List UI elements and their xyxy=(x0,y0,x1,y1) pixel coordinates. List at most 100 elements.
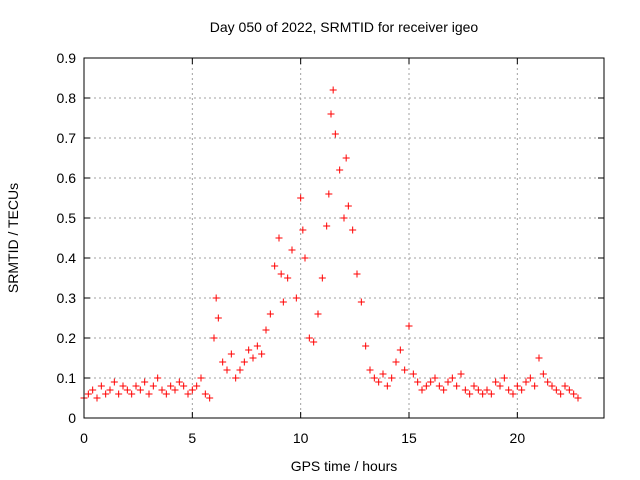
data-point xyxy=(258,350,266,358)
data-point xyxy=(518,386,526,394)
data-point xyxy=(210,334,218,342)
data-points xyxy=(80,86,582,402)
data-point xyxy=(128,390,136,398)
data-point xyxy=(154,374,162,382)
data-point xyxy=(323,222,331,230)
data-point xyxy=(305,334,313,342)
data-point xyxy=(193,382,201,390)
data-point xyxy=(474,386,482,394)
data-point xyxy=(466,390,474,398)
data-point xyxy=(383,382,391,390)
data-point xyxy=(470,382,478,390)
data-point xyxy=(149,382,157,390)
data-point xyxy=(184,390,192,398)
data-point xyxy=(110,378,118,386)
data-point xyxy=(405,322,413,330)
data-point xyxy=(431,374,439,382)
x-tick-label: 20 xyxy=(510,430,526,446)
data-point xyxy=(500,374,508,382)
data-point xyxy=(227,350,235,358)
data-point xyxy=(97,382,105,390)
data-point xyxy=(232,374,240,382)
x-tick-label: 0 xyxy=(80,430,88,446)
data-point xyxy=(214,314,222,322)
chart-title: Day 050 of 2022, SRMTID for receiver ige… xyxy=(210,19,479,35)
data-point xyxy=(388,374,396,382)
data-point xyxy=(444,378,452,386)
data-point xyxy=(392,358,400,366)
data-point xyxy=(84,390,92,398)
data-point xyxy=(262,326,270,334)
data-point xyxy=(357,298,365,306)
data-point xyxy=(188,386,196,394)
data-point xyxy=(119,382,127,390)
data-point xyxy=(145,390,153,398)
data-point xyxy=(89,386,97,394)
data-point xyxy=(552,386,560,394)
data-point xyxy=(171,386,179,394)
data-point xyxy=(535,354,543,362)
x-tick-label: 15 xyxy=(401,430,417,446)
data-point xyxy=(522,378,530,386)
data-point xyxy=(505,386,513,394)
axis-ticks: 0 0.1 0.2 0.3 0.4 0.5 0.6 0.7 0.8 0.9 0 5 10 15 20 xyxy=(57,50,604,446)
data-point xyxy=(249,354,257,362)
data-point xyxy=(132,382,140,390)
data-point xyxy=(236,366,244,374)
data-point xyxy=(557,390,565,398)
data-point xyxy=(141,378,149,386)
y-tick-label: 0 xyxy=(68,410,76,426)
data-point xyxy=(162,390,170,398)
data-point xyxy=(318,274,326,282)
data-point xyxy=(201,390,209,398)
data-point xyxy=(299,226,307,234)
data-point xyxy=(342,154,350,162)
data-point xyxy=(461,386,469,394)
data-point xyxy=(422,382,430,390)
data-point xyxy=(325,190,333,198)
data-point xyxy=(197,374,205,382)
data-point xyxy=(483,386,491,394)
data-point xyxy=(548,382,556,390)
y-tick-label: 0.3 xyxy=(57,290,77,306)
grid-lines xyxy=(84,58,604,418)
data-point xyxy=(401,366,409,374)
data-point xyxy=(158,386,166,394)
data-point xyxy=(379,370,387,378)
data-point xyxy=(492,378,500,386)
data-point xyxy=(266,310,274,318)
data-point xyxy=(180,382,188,390)
data-point xyxy=(271,262,279,270)
data-point xyxy=(297,194,305,202)
plot-frame xyxy=(83,57,605,419)
data-point xyxy=(93,394,101,402)
x-tick-label: 5 xyxy=(188,430,196,446)
data-point xyxy=(340,214,348,222)
data-point xyxy=(366,366,374,374)
data-point xyxy=(513,382,521,390)
x-tick-label: 10 xyxy=(293,430,309,446)
data-point xyxy=(427,378,435,386)
data-point xyxy=(331,130,339,138)
y-tick-label: 0.4 xyxy=(57,250,77,266)
data-point xyxy=(167,382,175,390)
data-point xyxy=(212,294,220,302)
data-point xyxy=(106,386,114,394)
data-point xyxy=(349,226,357,234)
data-point xyxy=(301,254,309,262)
data-point xyxy=(457,370,465,378)
data-point xyxy=(336,166,344,174)
data-point xyxy=(570,390,578,398)
data-point xyxy=(344,202,352,210)
data-point xyxy=(329,86,337,94)
data-point xyxy=(414,378,422,386)
data-point xyxy=(223,366,231,374)
data-point xyxy=(353,270,361,278)
data-point xyxy=(279,298,287,306)
data-point xyxy=(440,386,448,394)
data-point xyxy=(370,374,378,382)
data-point xyxy=(102,390,110,398)
x-axis-label: GPS time / hours xyxy=(291,458,398,474)
data-point xyxy=(275,234,283,242)
